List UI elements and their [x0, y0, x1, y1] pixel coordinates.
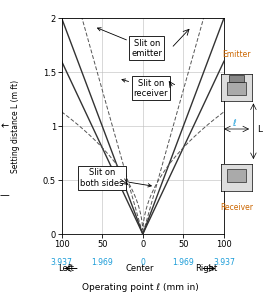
Text: 0: 0: [140, 258, 145, 267]
Text: 1.969: 1.969: [172, 258, 194, 267]
Text: Slit on
both sides: Slit on both sides: [80, 168, 151, 188]
Text: Emitter: Emitter: [222, 50, 251, 58]
Text: Setting distance L (m ft): Setting distance L (m ft): [11, 80, 20, 172]
Text: Left: Left: [58, 264, 74, 273]
Bar: [227, 82, 246, 95]
Text: Operating point ℓ (mm in): Operating point ℓ (mm in): [82, 284, 198, 292]
Text: Receiver: Receiver: [220, 202, 253, 211]
Text: ←: ←: [0, 121, 8, 131]
Bar: [229, 75, 244, 82]
Text: Right: Right: [195, 264, 217, 273]
Text: ℓ: ℓ: [232, 118, 236, 127]
Bar: [227, 169, 246, 182]
Text: 3.937: 3.937: [51, 258, 73, 267]
Text: 1.969: 1.969: [91, 258, 113, 267]
Text: —: —: [0, 190, 9, 200]
Text: L: L: [258, 124, 263, 134]
Text: 3.937: 3.937: [213, 258, 235, 267]
Text: Slit on
emitter: Slit on emitter: [97, 28, 162, 58]
Text: Center: Center: [126, 264, 154, 273]
Text: Slit on
receiver: Slit on receiver: [122, 79, 168, 98]
